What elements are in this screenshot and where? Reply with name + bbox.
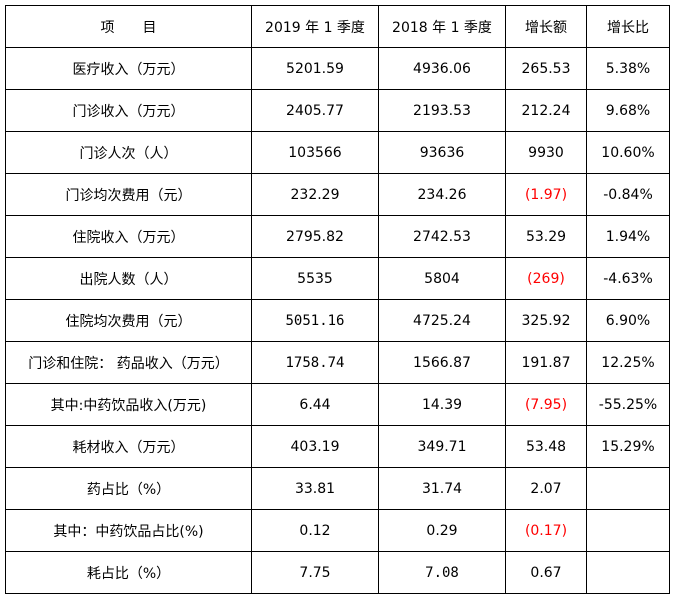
row-label: 医疗收入（万元） xyxy=(5,47,252,90)
cell-2018: 7.08 xyxy=(378,551,506,594)
cell-2018: 14.39 xyxy=(378,383,506,426)
header-row: 项 目 2019 年 1 季度 2018 年 1 季度 增长额 增长比 xyxy=(5,5,670,48)
cell-increase-negative: (7.95) xyxy=(505,383,587,426)
cell-2019: 0.12 xyxy=(251,509,379,552)
cell-ratio xyxy=(586,509,670,552)
table-row: 住院均次费用（元） 5051.16 4725.24 325.92 6.90% xyxy=(5,299,670,342)
table-row: 出院人数（人） 5535 5804 (269) -4.63% xyxy=(5,257,670,300)
cell-increase: 53.48 xyxy=(505,425,587,468)
table-header: 项 目 2019 年 1 季度 2018 年 1 季度 增长额 增长比 xyxy=(5,5,670,48)
cell-2019: 7.75 xyxy=(251,551,379,594)
row-label: 住院均次费用（元） xyxy=(5,299,252,342)
cell-2019: 5051.16 xyxy=(251,299,379,342)
cell-increase-negative: (1.97) xyxy=(505,173,587,216)
cell-2019: 5201.59 xyxy=(251,47,379,90)
cell-ratio: -4.63% xyxy=(586,257,670,300)
cell-2018: 5804 xyxy=(378,257,506,300)
row-label: 门诊收入（万元） xyxy=(5,89,252,132)
row-label: 其中:中药饮品收入(万元) xyxy=(5,383,252,426)
table-row: 门诊人次（人） 103566 93636 9930 10.60% xyxy=(5,131,670,174)
cell-ratio: 12.25% xyxy=(586,341,670,384)
row-label: 门诊人次（人） xyxy=(5,131,252,174)
cell-increase: 0.67 xyxy=(505,551,587,594)
cell-2018: 0.29 xyxy=(378,509,506,552)
cell-ratio xyxy=(586,467,670,510)
table-row: 门诊和住院： 药品收入（万元） 1758.74 1566.87 191.87 1… xyxy=(5,341,670,384)
cell-increase: 191.87 xyxy=(505,341,587,384)
row-label: 耗材收入（万元） xyxy=(5,425,252,468)
row-label: 其中：中药饮品占比(%) xyxy=(5,509,252,552)
table-row: 门诊收入（万元） 2405.77 2193.53 212.24 9.68% xyxy=(5,89,670,132)
header-increase: 增长额 xyxy=(505,5,587,48)
cell-2018: 4725.24 xyxy=(378,299,506,342)
cell-2018: 93636 xyxy=(378,131,506,174)
cell-2018: 2742.53 xyxy=(378,215,506,258)
cell-ratio: 5.38% xyxy=(586,47,670,90)
table-row: 其中：中药饮品占比(%) 0.12 0.29 (0.17) xyxy=(5,509,670,552)
row-label: 门诊和住院： 药品收入（万元） xyxy=(5,341,252,384)
cell-increase: 212.24 xyxy=(505,89,587,132)
header-2018-q1: 2018 年 1 季度 xyxy=(378,5,506,48)
cell-2019: 5535 xyxy=(251,257,379,300)
cell-2019: 6.44 xyxy=(251,383,379,426)
cell-increase: 2.07 xyxy=(505,467,587,510)
cell-increase: 53.29 xyxy=(505,215,587,258)
table-row: 医疗收入（万元） 5201.59 4936.06 265.53 5.38% xyxy=(5,47,670,90)
cell-2019: 232.29 xyxy=(251,173,379,216)
cell-ratio: 15.29% xyxy=(586,425,670,468)
cell-ratio: -55.25% xyxy=(586,383,670,426)
cell-2019: 1758.74 xyxy=(251,341,379,384)
table-row: 住院收入（万元） 2795.82 2742.53 53.29 1.94% xyxy=(5,215,670,258)
cell-increase: 265.53 xyxy=(505,47,587,90)
row-label: 住院收入（万元） xyxy=(5,215,252,258)
cell-ratio: 1.94% xyxy=(586,215,670,258)
cell-2019: 33.81 xyxy=(251,467,379,510)
row-label: 门诊均次费用（元） xyxy=(5,173,252,216)
cell-increase-negative: (269) xyxy=(505,257,587,300)
cell-2018: 31.74 xyxy=(378,467,506,510)
table-body: 医疗收入（万元） 5201.59 4936.06 265.53 5.38% 门诊… xyxy=(5,47,670,594)
cell-2019: 103566 xyxy=(251,131,379,174)
table-row: 耗材收入（万元） 403.19 349.71 53.48 15.29% xyxy=(5,425,670,468)
cell-ratio: 6.90% xyxy=(586,299,670,342)
header-item: 项 目 xyxy=(5,5,252,48)
cell-2019: 2795.82 xyxy=(251,215,379,258)
table-row: 药占比（%） 33.81 31.74 2.07 xyxy=(5,467,670,510)
cell-2018: 1566.87 xyxy=(378,341,506,384)
cell-2018: 234.26 xyxy=(378,173,506,216)
row-label: 药占比（%） xyxy=(5,467,252,510)
cell-2019: 403.19 xyxy=(251,425,379,468)
cell-2019: 2405.77 xyxy=(251,89,379,132)
row-label: 出院人数（人） xyxy=(5,257,252,300)
cell-ratio: -0.84% xyxy=(586,173,670,216)
cell-increase-negative: (0.17) xyxy=(505,509,587,552)
cell-ratio: 10.60% xyxy=(586,131,670,174)
cell-2018: 349.71 xyxy=(378,425,506,468)
cell-increase: 9930 xyxy=(505,131,587,174)
cell-ratio xyxy=(586,551,670,594)
cell-increase: 325.92 xyxy=(505,299,587,342)
statistics-table: 项 目 2019 年 1 季度 2018 年 1 季度 增长额 增长比 医疗收入… xyxy=(5,5,670,594)
row-label: 耗占比（%） xyxy=(5,551,252,594)
table-row: 耗占比（%） 7.75 7.08 0.67 xyxy=(5,551,670,594)
cell-2018: 4936.06 xyxy=(378,47,506,90)
header-ratio: 增长比 xyxy=(586,5,670,48)
table-row: 门诊均次费用（元） 232.29 234.26 (1.97) -0.84% xyxy=(5,173,670,216)
cell-ratio: 9.68% xyxy=(586,89,670,132)
header-2019-q1: 2019 年 1 季度 xyxy=(251,5,379,48)
cell-2018: 2193.53 xyxy=(378,89,506,132)
table-row: 其中:中药饮品收入(万元) 6.44 14.39 (7.95) -55.25% xyxy=(5,383,670,426)
